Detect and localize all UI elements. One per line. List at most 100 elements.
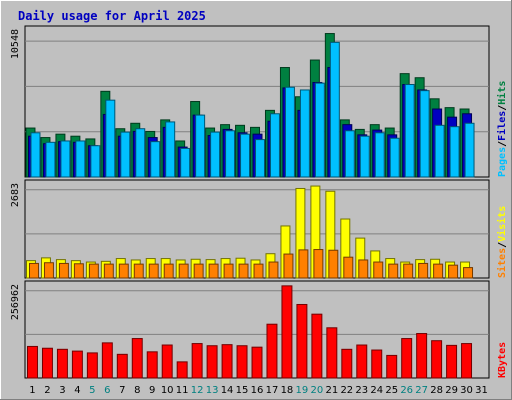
bar-pages-day-17	[269, 113, 280, 178]
legend-separator: /	[497, 105, 508, 111]
bar-pages-day-16	[255, 139, 265, 178]
bar-pages-day-18	[284, 86, 295, 178]
bar-pages-day-20	[314, 82, 325, 178]
panel-legend-visits_sites: Sites/Visits	[496, 206, 508, 278]
bar-kbytes-day-28	[431, 340, 443, 379]
bar-sites-day-1	[29, 262, 39, 279]
x-tick-label-24: 24	[370, 385, 383, 396]
bar-pages-day-22	[344, 130, 355, 178]
x-tick-label-29: 29	[445, 385, 458, 396]
legend-entry-visits: Visits	[496, 206, 508, 242]
bar-sites-day-30	[463, 267, 474, 279]
bar-pages-day-27	[419, 90, 430, 178]
legend-entry-hits: Hits	[496, 81, 508, 105]
bar-sites-day-2	[43, 262, 54, 279]
x-tick-label-28: 28	[430, 385, 443, 396]
panel-legend-hits_files_pages: Pages/Files/Hits	[496, 81, 508, 177]
bar-kbytes-day-27	[416, 333, 428, 379]
x-tick-label-21: 21	[325, 385, 338, 396]
bar-pages-day-4	[75, 140, 86, 178]
x-tick-label-19: 19	[296, 385, 309, 396]
bar-pages-day-21	[329, 41, 340, 178]
bar-sites-day-28	[433, 263, 444, 279]
bar-sites-day-12	[193, 263, 204, 279]
legend-entry-sites: Sites	[496, 248, 508, 278]
x-tick-label-3: 3	[59, 385, 65, 396]
bar-pages-day-14	[225, 130, 236, 178]
bar-sites-day-20	[313, 249, 324, 279]
bar-kbytes-day-29	[446, 344, 458, 379]
bar-pages-day-9	[150, 141, 161, 178]
bar-pages-day-5	[90, 145, 101, 178]
bar-kbytes-day-15	[236, 345, 248, 379]
bar-kbytes-day-30	[461, 343, 473, 379]
x-tick-label-4: 4	[74, 385, 80, 396]
bar-sites-day-6	[103, 263, 114, 279]
x-tick-label-13: 13	[206, 385, 219, 396]
x-tick-label-11: 11	[176, 385, 189, 396]
bar-pages-day-19	[299, 89, 310, 178]
legend-entry-kbytes: KBytes	[497, 342, 508, 378]
bar-pages-day-15	[240, 133, 251, 178]
bar-sites-day-16	[253, 263, 264, 279]
x-tick-label-12: 12	[191, 385, 204, 396]
bar-kbytes-day-23	[356, 344, 368, 379]
legend-separator: /	[497, 141, 508, 147]
x-tick-label-5: 5	[89, 385, 95, 396]
x-tick-label-2: 2	[44, 385, 50, 396]
bar-kbytes-day-17	[266, 323, 278, 379]
bar-kbytes-day-21	[326, 327, 338, 379]
bar-pages-day-6	[105, 99, 116, 178]
bar-sites-day-14	[223, 263, 234, 279]
x-tick-label-20: 20	[311, 385, 324, 396]
bar-kbytes-day-6	[101, 342, 113, 379]
bar-sites-day-15	[238, 263, 249, 279]
chart-title: Daily usage for April 2025	[18, 9, 206, 23]
x-tick-label-1: 1	[29, 385, 35, 396]
bar-kbytes-day-2	[41, 347, 53, 379]
bar-pages-day-10	[165, 121, 176, 178]
bar-sites-day-23	[358, 259, 369, 279]
legend-entry-files: Files	[496, 111, 508, 141]
bar-pages-day-2	[45, 141, 56, 178]
panel-max-label-kbytes: 256962	[10, 284, 21, 320]
bar-pages-day-26	[404, 84, 415, 178]
bar-sites-day-5	[88, 263, 99, 279]
bar-kbytes-day-24	[371, 349, 383, 379]
bar-sites-day-13	[208, 263, 219, 279]
bar-pages-day-3	[60, 140, 71, 178]
bar-pages-day-7	[120, 131, 131, 178]
bar-sites-day-9	[148, 263, 159, 279]
bar-sites-day-24	[373, 261, 384, 279]
legend-separator: /	[497, 242, 508, 248]
bar-sites-day-19	[298, 249, 309, 279]
x-tick-label-22: 22	[340, 385, 353, 396]
bar-kbytes-day-14	[221, 344, 233, 379]
bar-kbytes-day-16	[251, 346, 263, 379]
bar-sites-day-26	[403, 263, 414, 279]
x-tick-label-23: 23	[355, 385, 368, 396]
bar-sites-day-18	[283, 253, 294, 279]
bar-pages-day-28	[434, 124, 445, 178]
bar-kbytes-day-5	[86, 352, 98, 379]
bar-kbytes-day-11	[176, 361, 188, 379]
x-tick-label-26: 26	[400, 385, 413, 396]
bar-sites-day-25	[388, 263, 399, 279]
bar-pages-day-12	[195, 114, 206, 178]
bar-kbytes-day-20	[311, 313, 323, 379]
legend-entry-pages: Pages	[497, 147, 508, 177]
bar-kbytes-day-26	[401, 338, 413, 379]
bar-kbytes-day-8	[131, 338, 143, 379]
bar-kbytes-day-10	[161, 344, 173, 379]
bar-kbytes-day-1	[27, 345, 38, 379]
bar-pages-day-30	[464, 122, 475, 178]
x-tick-label-16: 16	[251, 385, 264, 396]
x-tick-label-31: 31	[475, 385, 488, 396]
bar-pages-day-13	[210, 131, 221, 178]
bar-sites-day-11	[178, 263, 189, 279]
x-tick-label-10: 10	[161, 385, 174, 396]
bar-pages-day-23	[359, 135, 370, 178]
bar-sites-day-27	[418, 262, 429, 279]
bar-pages-day-8	[135, 128, 146, 178]
